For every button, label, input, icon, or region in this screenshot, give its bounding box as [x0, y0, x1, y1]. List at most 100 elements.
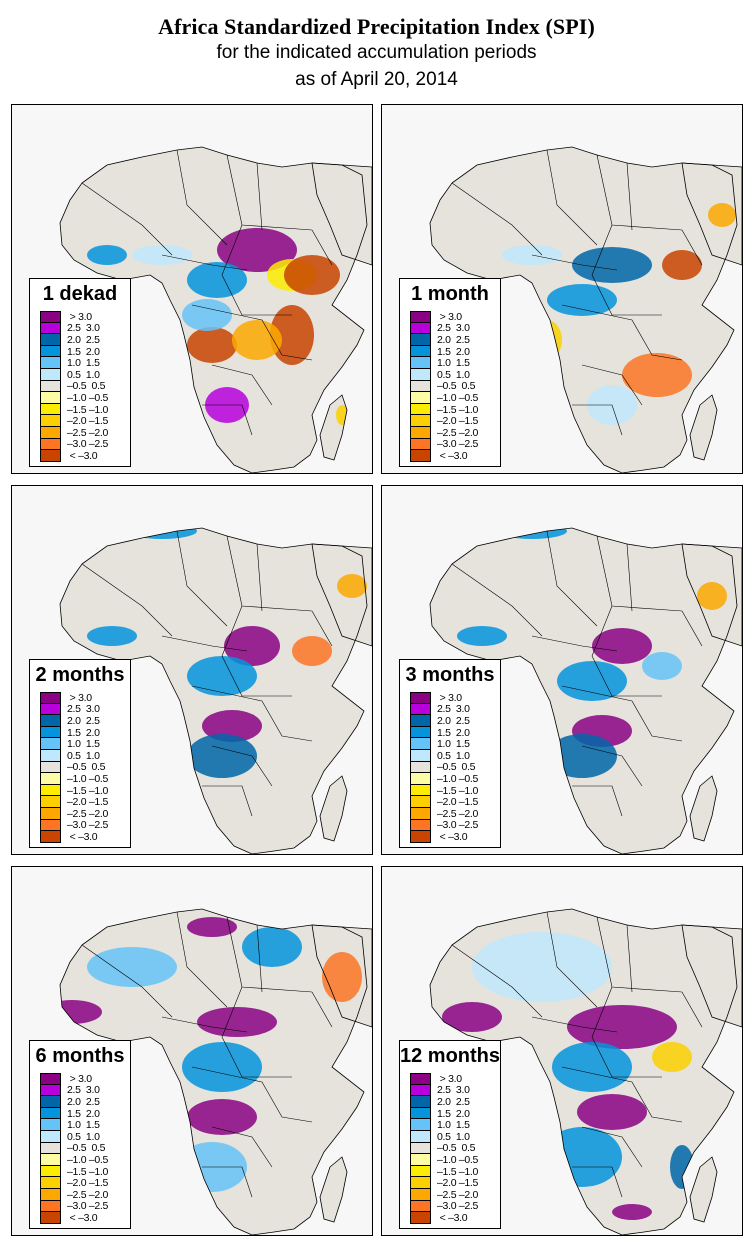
spi-anomaly-area [547, 284, 617, 316]
country-border [572, 404, 623, 436]
arabia-landmass [682, 925, 742, 1027]
legend-swatch [410, 334, 431, 346]
spi-map-panel: 1 dekad > 3.0 2.5 3.0 2.0 2.5 1.5 2.0 1.0 1.… [11, 104, 373, 474]
legend-label: –3.0 –2.5 [437, 1200, 479, 1213]
coastline [681, 543, 742, 647]
spi-anomaly-area [547, 734, 617, 778]
madagascar-landmass [320, 395, 347, 460]
legend-rows: > 3.0 2.5 3.0 2.0 2.5 1.5 2.0 1.0 1.5 0.5 1.0… [410, 1073, 478, 1224]
spi-anomaly-area [197, 1007, 277, 1037]
legend-label: 1.5 2.0 [67, 726, 100, 739]
legend-rows: > 3.0 2.5 3.0 2.0 2.5 1.5 2.0 1.0 1.5 0.5 1.0… [410, 692, 478, 843]
country-border [202, 404, 253, 436]
coastline [59, 146, 368, 473]
legend-label: –1.0 –0.5 [437, 1153, 479, 1166]
legend-row: 2.0 2.5 [40, 1096, 108, 1108]
legend-row: –1.5 –1.0 [410, 1166, 478, 1178]
legend-swatch [410, 438, 431, 451]
legend-label: –1.0 –0.5 [67, 391, 109, 404]
legend-label: 2.5 3.0 [67, 322, 100, 335]
legend-label: 0.5 1.0 [437, 1130, 470, 1143]
legend-swatch [40, 368, 61, 381]
legend-row: –1.0 –0.5 [40, 1154, 108, 1166]
legend-label: –2.5 –2.0 [437, 426, 479, 439]
legend-label: > 3.0 [437, 691, 462, 704]
legend-row: –1.5 –1.0 [40, 785, 108, 797]
legend-row: 1.5 2.0 [410, 727, 478, 739]
spi-anomaly-area [87, 626, 137, 646]
country-border [256, 543, 263, 612]
spi-anomaly-area [567, 1005, 677, 1049]
country-border [311, 610, 333, 647]
legend-label: –2.0 –1.5 [437, 1177, 479, 1190]
legend-row: 2.5 3.0 [410, 322, 478, 335]
legend-swatch [410, 692, 431, 704]
legend-row: 1.5 2.0 [410, 346, 478, 358]
spi-anomaly-area [708, 203, 736, 227]
legend-label: 1.0 1.5 [437, 1119, 470, 1132]
legend-swatch [410, 415, 431, 427]
legend-row: –3.0 –2.5 [410, 819, 478, 832]
legend-swatch [40, 415, 61, 427]
legend-swatch [40, 796, 61, 808]
legend-row: 1.0 1.5 [410, 357, 478, 369]
country-border [211, 745, 273, 787]
legend-row: –0.5 0.5 [410, 380, 478, 392]
legend-swatch [410, 819, 431, 832]
legend-row: 0.5 1.0 [40, 750, 108, 762]
legend-label: –2.5 –2.0 [67, 1188, 109, 1201]
legend-label: 0.5 1.0 [67, 368, 100, 381]
spi-anomaly-area [232, 320, 282, 360]
legend-swatch [410, 807, 431, 820]
spi-map-panel: 12 months > 3.0 2.5 3.0 2.0 2.5 1.5 2.0 1.0 … [381, 866, 743, 1236]
country-border [531, 254, 618, 271]
legend-swatch [410, 1119, 431, 1131]
country-border [81, 563, 173, 637]
legend-label: –1.0 –0.5 [67, 772, 109, 785]
legend-swatch [40, 1154, 61, 1166]
legend-swatch [40, 749, 61, 762]
legend-label: 2.0 2.5 [437, 714, 470, 727]
legend-swatch [40, 1165, 61, 1178]
spi-anomaly-area [127, 528, 197, 539]
country-border [176, 530, 228, 627]
legend-row: –0.5 0.5 [40, 380, 108, 392]
legend-swatch [410, 345, 431, 358]
legend-row: < –3.0 [410, 450, 478, 462]
legend-row: 1.5 2.0 [40, 1108, 108, 1120]
legend-swatch [410, 1200, 431, 1213]
legend-swatch [410, 784, 431, 797]
spi-legend: 6 months > 3.0 2.5 3.0 2.0 2.5 1.5 2.0 1.0 1… [29, 1040, 131, 1229]
legend-label: 2.5 3.0 [437, 322, 470, 335]
legend-swatch [410, 738, 431, 750]
legend-label: –1.0 –0.5 [437, 772, 479, 785]
spi-anomaly-area [612, 1204, 652, 1220]
spi-map-panel: 1 month > 3.0 2.5 3.0 2.0 2.5 1.5 2.0 1.0 1.… [381, 104, 743, 474]
spi-anomaly-area [284, 255, 340, 295]
spi-anomaly-area [457, 626, 507, 646]
spi-anomaly-area [187, 262, 247, 298]
country-border [161, 635, 248, 652]
legend-label: 2.0 2.5 [67, 1095, 100, 1108]
legend-row: 1.5 2.0 [40, 346, 108, 358]
country-border [191, 1066, 313, 1123]
africa-map [59, 146, 372, 473]
legend-swatch [40, 1200, 61, 1213]
country-border [191, 685, 313, 742]
legend-swatch [410, 1154, 431, 1166]
legend-row: –3.0 –2.5 [40, 819, 108, 831]
country-border [176, 149, 228, 246]
map-subtitle-date: as of April 20, 2014 [295, 69, 458, 90]
country-border [591, 224, 662, 316]
legend-swatch [40, 1142, 61, 1155]
country-border [581, 364, 643, 406]
legend-swatch [410, 831, 431, 843]
arabia-landmass [312, 544, 372, 646]
legend-row: –3.0 –2.5 [40, 1200, 108, 1213]
coastline [319, 394, 348, 461]
legend-swatch [40, 392, 61, 404]
legend-label: 0.5 1.0 [67, 1130, 100, 1143]
legend-swatch [40, 322, 61, 335]
legend-label: –3.0 –2.5 [67, 438, 109, 451]
spi-anomaly-area [652, 1042, 692, 1072]
